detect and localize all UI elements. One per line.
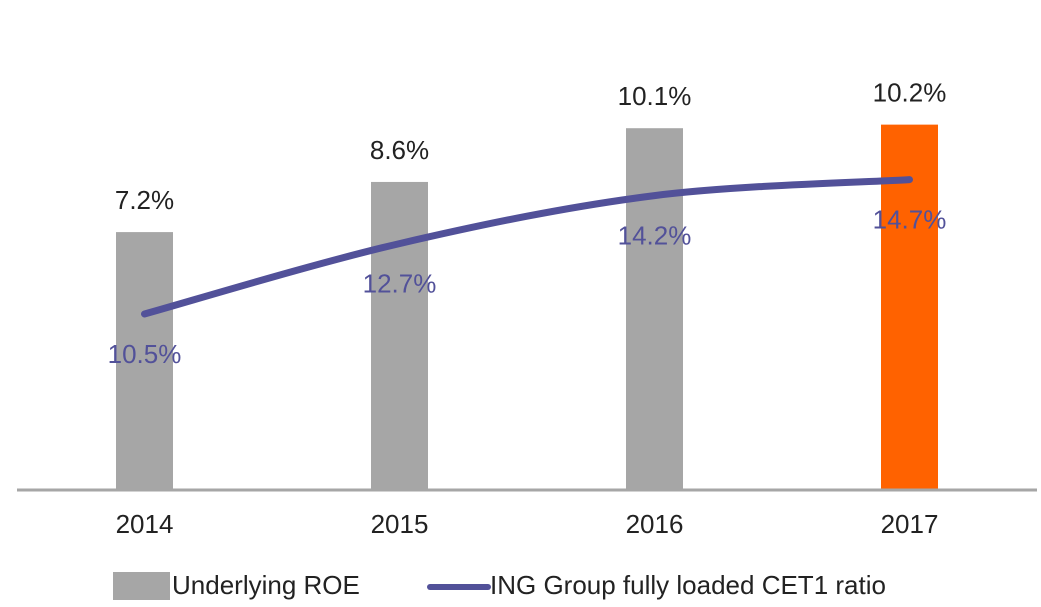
data-label: 10.5% <box>108 339 182 369</box>
bar <box>371 181 428 490</box>
bar <box>626 128 683 490</box>
data-label: 12.7% <box>363 268 437 298</box>
data-label: 10.1% <box>618 81 692 111</box>
line <box>141 176 913 318</box>
x-tick-label: 2015 <box>371 509 429 539</box>
data-label: 7.2% <box>115 185 174 215</box>
legend-label: ING Group fully loaded CET1 ratio <box>490 570 886 600</box>
data-label: 14.7% <box>873 204 947 234</box>
data-label: 8.6% <box>370 135 429 165</box>
legend-label: Underlying ROE <box>172 570 360 600</box>
x-tick-label: 2014 <box>116 509 174 539</box>
bar <box>881 124 938 491</box>
x-tick-label: 2016 <box>626 509 684 539</box>
legend-swatch-bar <box>113 572 170 600</box>
data-label: 10.2% <box>873 78 947 108</box>
x-tick-label: 2017 <box>881 509 939 539</box>
bar <box>116 232 173 491</box>
data-label: 14.2% <box>618 220 692 250</box>
